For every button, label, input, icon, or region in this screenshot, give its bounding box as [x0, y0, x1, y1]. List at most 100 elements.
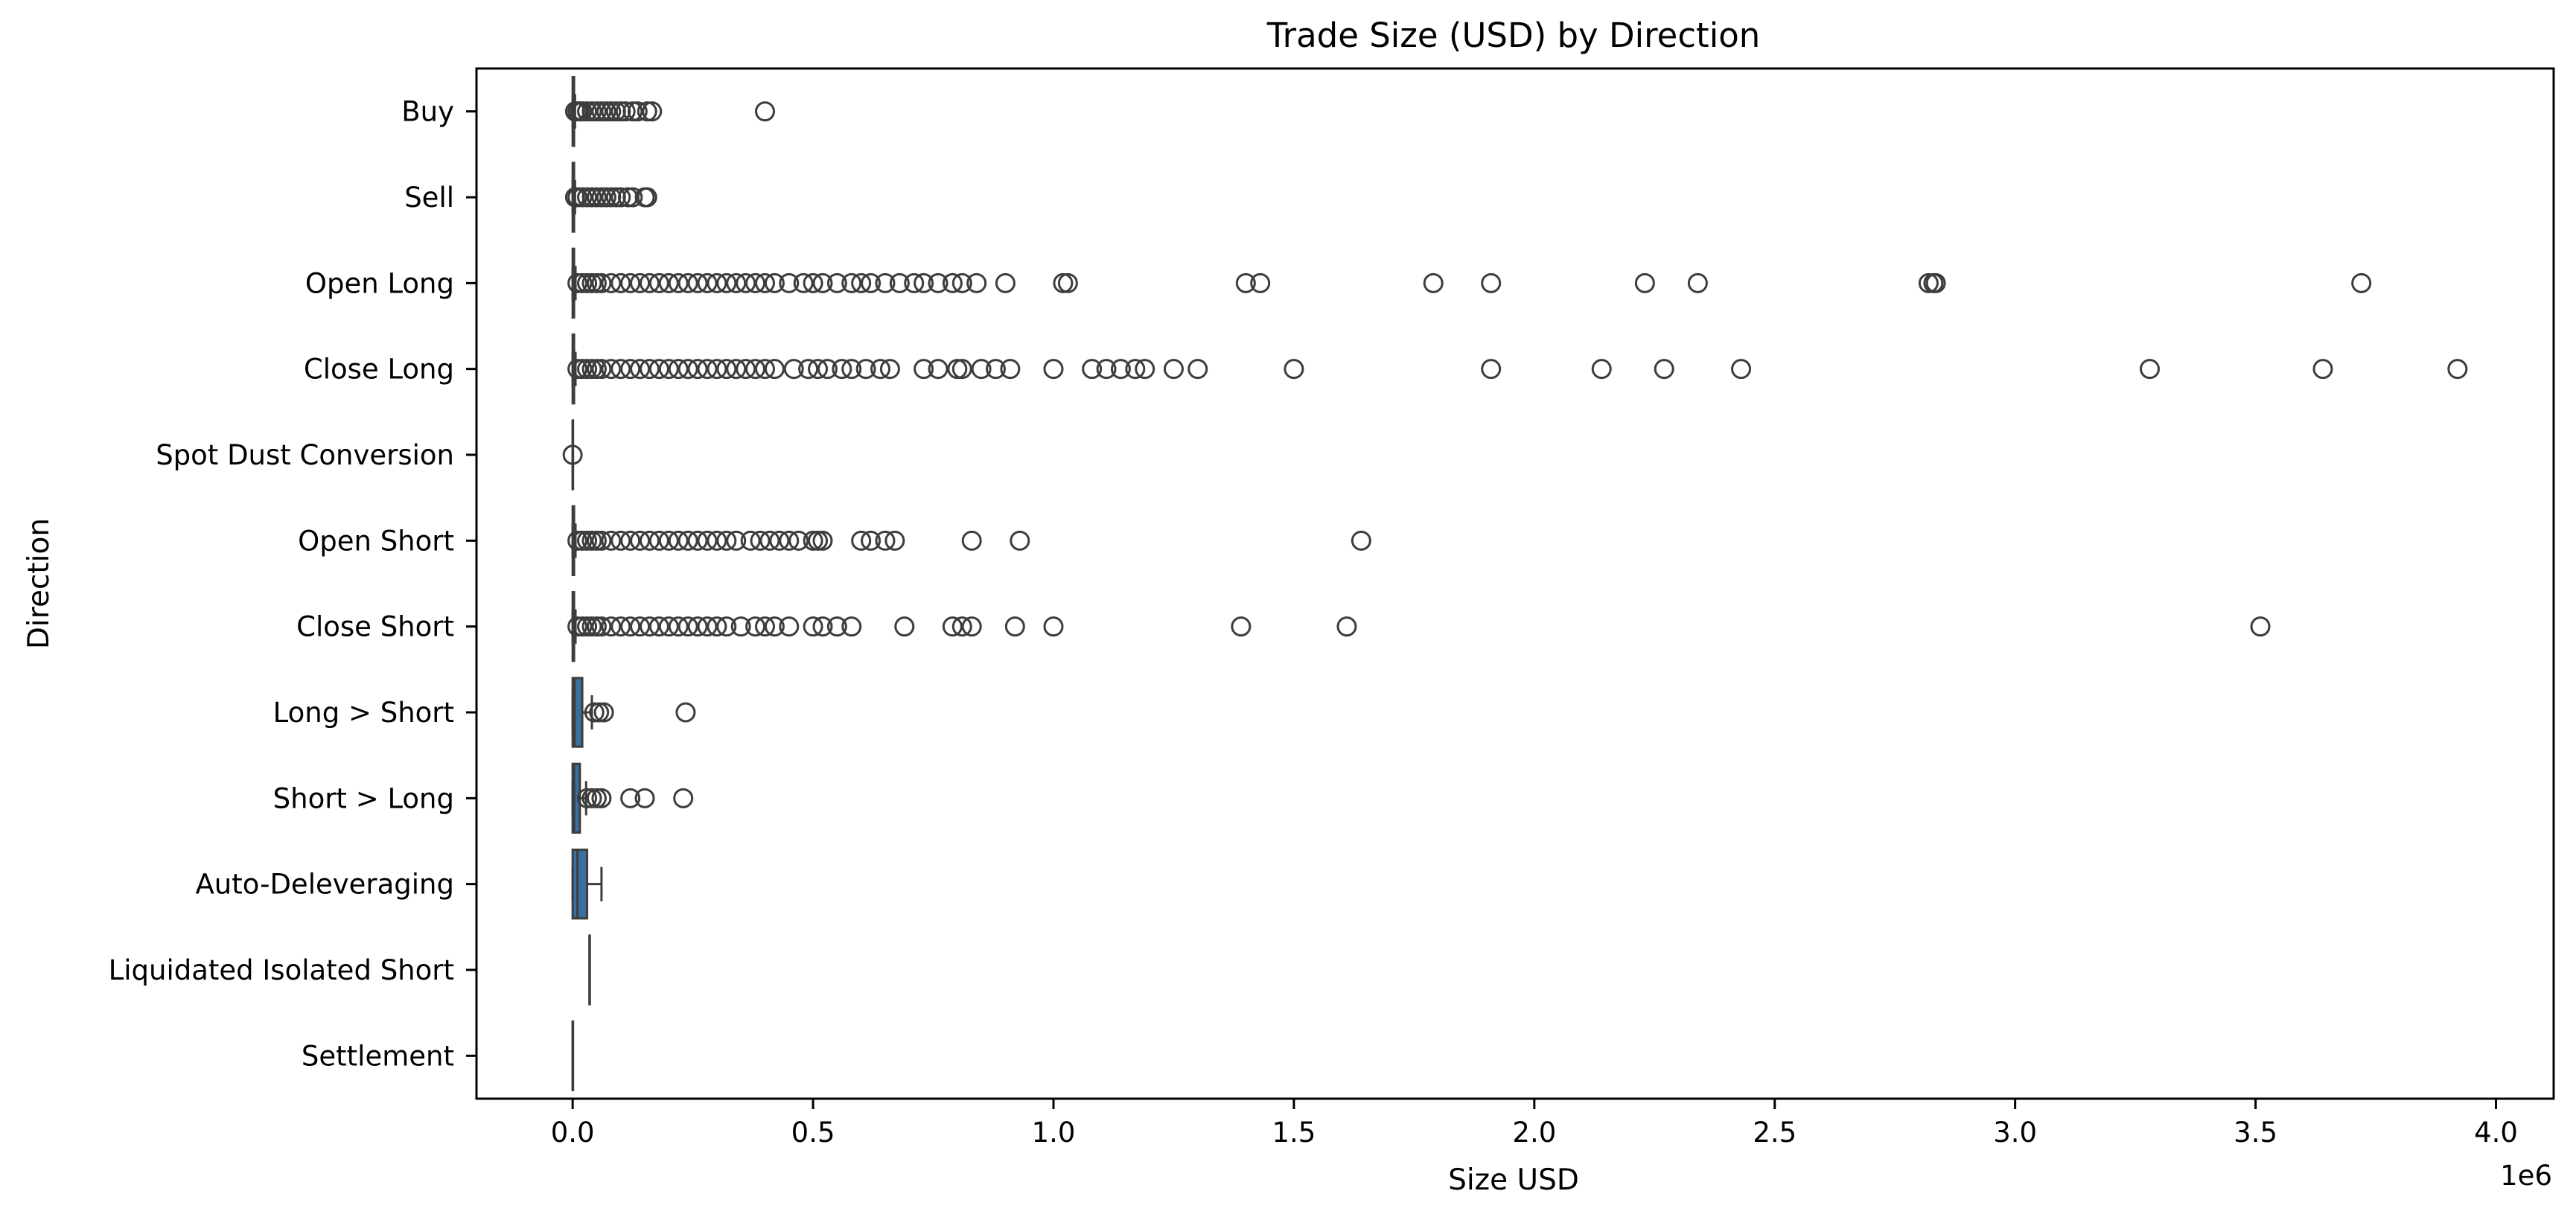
y-tick-label: Liquidated Isolated Short: [109, 954, 454, 986]
outlier-point: [593, 702, 614, 723]
outlier-point: [764, 359, 785, 380]
x-tick-label: 3.0: [1993, 1117, 2037, 1149]
outlier-point: [584, 702, 605, 723]
outlier-point: [942, 616, 963, 637]
y-tick-label: Sell: [404, 182, 454, 214]
outlier-point: [577, 187, 598, 208]
outlier-point: [826, 616, 847, 637]
outlier-point: [707, 359, 727, 380]
outlier-point: [1010, 530, 1030, 551]
box-group: [571, 677, 696, 748]
y-axis-label: Direction: [22, 518, 56, 649]
outlier-point: [567, 187, 588, 208]
outlier-point: [581, 530, 602, 551]
outlier-point: [755, 359, 775, 380]
y-tick-label: Close Short: [296, 611, 454, 643]
outlier-point: [668, 530, 689, 551]
outlier-point: [591, 272, 612, 293]
outlier-point: [1634, 272, 1655, 293]
outlier-point: [678, 530, 698, 551]
outlier-point: [764, 616, 785, 637]
outlier-point: [648, 272, 669, 293]
outlier-point: [687, 272, 708, 293]
outlier-point: [620, 359, 641, 380]
outlier-point: [764, 272, 785, 293]
outlier-point: [591, 101, 612, 122]
x-tick-label: 2.5: [1753, 1117, 1796, 1149]
outlier-point: [841, 359, 862, 380]
outlier-point: [808, 530, 829, 551]
box-group: [571, 849, 603, 920]
outlier-point: [914, 359, 934, 380]
outlier-point: [596, 187, 616, 208]
outlier-point: [610, 187, 631, 208]
outlier-point: [668, 272, 689, 293]
y-tick-label: Open Short: [298, 525, 454, 557]
outlier-point: [1057, 272, 1078, 293]
outlier-point: [577, 616, 598, 637]
outlier-point: [803, 530, 823, 551]
outlier-point: [687, 530, 708, 551]
x-axis-multiplier: 1e6: [2500, 1160, 2552, 1192]
outlier-point: [678, 616, 698, 637]
outlier-point: [620, 530, 641, 551]
outlier-point: [596, 101, 616, 122]
outlier-point: [716, 530, 737, 551]
outlier-point: [832, 359, 852, 380]
y-tick-label: Settlement: [302, 1040, 454, 1072]
outlier-point: [793, 272, 814, 293]
outlier-point: [687, 359, 708, 380]
outlier-point: [586, 272, 607, 293]
outlier-point: [870, 359, 890, 380]
box-group: [567, 247, 2372, 319]
outlier-point: [961, 530, 982, 551]
outlier-point: [586, 788, 607, 808]
outlier-point: [1163, 359, 1184, 380]
outlier-point: [577, 530, 598, 551]
outlier-point: [716, 616, 737, 637]
outlier-point: [817, 359, 838, 380]
outlier-point: [615, 101, 636, 122]
outlier-point: [697, 359, 718, 380]
outlier-point: [889, 272, 910, 293]
outlier-point: [640, 616, 660, 637]
outlier-point: [668, 616, 689, 637]
outlier-point: [1481, 272, 1502, 293]
box-group: [564, 76, 775, 147]
y-tick-label: Close Long: [304, 354, 454, 386]
outlier-point: [986, 359, 1006, 380]
outlier-point: [951, 272, 972, 293]
outlier-point: [572, 272, 593, 293]
outlier-point: [884, 530, 905, 551]
outlier-point: [648, 359, 669, 380]
outlier-point: [581, 187, 602, 208]
outlier-point: [591, 359, 612, 380]
outlier-point: [1284, 359, 1304, 380]
box: [571, 762, 581, 834]
outlier-point: [803, 272, 823, 293]
outlier-point: [630, 530, 651, 551]
outlier-point: [755, 101, 775, 122]
outlier-point: [788, 530, 809, 551]
outlier-point: [610, 530, 631, 551]
outlier-point: [879, 359, 900, 380]
outlier-point: [610, 359, 631, 380]
outlier-point: [567, 272, 588, 293]
outlier-point: [1053, 272, 1074, 293]
x-tick-label: 0.0: [551, 1117, 595, 1149]
outlier-point: [678, 359, 698, 380]
outlier-point: [640, 359, 660, 380]
outlier-point: [730, 616, 751, 637]
outlier-point: [610, 272, 631, 293]
outlier-point: [904, 272, 925, 293]
outlier-point: [581, 788, 602, 808]
outlier-point: [951, 616, 972, 637]
plot-marks: [562, 76, 2468, 1091]
outlier-point: [601, 616, 622, 637]
outlier-point: [648, 530, 669, 551]
outlier-point: [567, 616, 588, 637]
outlier-point: [630, 272, 651, 293]
outlier-point: [803, 616, 823, 637]
